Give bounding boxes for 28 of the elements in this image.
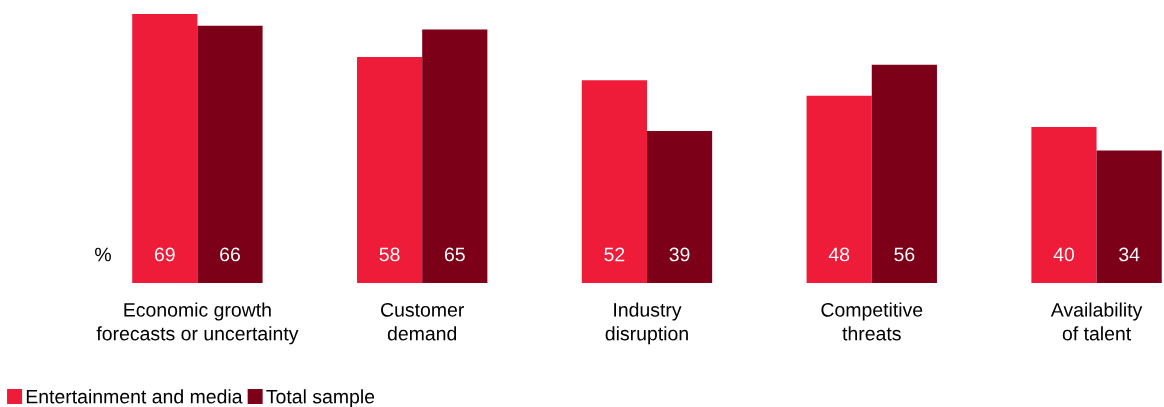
legend-label: Total sample (266, 389, 375, 407)
bar (1031, 127, 1097, 283)
bar (646, 130, 713, 283)
bar (197, 25, 263, 283)
x-tick-label: Availability of talent (1050, 302, 1143, 341)
bar (422, 29, 488, 283)
x-tick-label: Competitive threats (821, 302, 923, 341)
annotation: % (95, 247, 111, 262)
bar (806, 95, 872, 283)
bar (871, 64, 937, 283)
data-label: 58 (379, 247, 400, 262)
bar (132, 14, 198, 283)
legend-label: Entertainment and media (26, 389, 243, 404)
data-label: 34 (1119, 247, 1140, 262)
x-tick-label: Economic growth forecasts or uncertainty (96, 302, 299, 345)
bar (357, 56, 423, 283)
x-tick-label: Customer demand (381, 302, 465, 341)
bar (581, 80, 647, 283)
data-label: 66 (220, 247, 240, 262)
x-tick-label: Industry disruption (605, 302, 688, 345)
data-label: 56 (894, 247, 915, 262)
data-label: 39 (669, 247, 690, 262)
bar (1096, 150, 1162, 283)
data-label: 48 (828, 247, 850, 262)
data-label: 40 (1053, 247, 1075, 262)
data-label: 65 (444, 247, 465, 262)
data-label: 52 (604, 247, 625, 262)
data-label: 69 (154, 247, 175, 262)
